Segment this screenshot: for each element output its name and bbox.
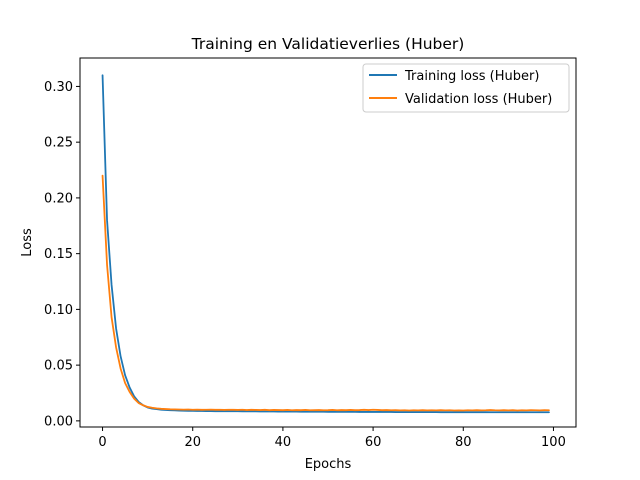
series-lines [101, 74, 550, 414]
x-tick-label: 80 [455, 435, 472, 450]
y-tick-label: 0.10 [44, 303, 73, 318]
y-tick-label: 0.05 [44, 359, 73, 374]
y-tick-label: 0.20 [44, 191, 73, 206]
y-tick-label: 0.15 [44, 247, 73, 262]
legend-label-validation: Validation loss (Huber) [405, 92, 552, 107]
series-line-validation-loss [101, 174, 550, 412]
x-tick-label: 20 [184, 435, 201, 450]
axes-frame [79, 57, 577, 428]
series-line-training-loss [101, 74, 550, 414]
y-axis-ticks: 0.00 0.05 0.10 0.15 0.20 0.25 0.30 [44, 80, 80, 429]
legend: Training loss (Huber) Validation loss (H… [362, 63, 570, 113]
x-tick-label: 60 [365, 435, 382, 450]
x-axis-label: Epochs [305, 457, 352, 472]
x-axis-ticks: 0 20 40 60 80 100 [98, 427, 566, 450]
legend-box [362, 63, 570, 113]
y-axis-label: Loss [20, 228, 35, 257]
y-tick-label: 0.30 [44, 80, 73, 95]
x-tick-label: 0 [98, 435, 106, 450]
y-tick-label: 0.25 [44, 136, 73, 151]
y-tick-label: 0.00 [44, 414, 73, 429]
chart-title: Training en Validatieverlies (Huber) [191, 35, 465, 53]
legend-label-training: Training loss (Huber) [404, 69, 539, 84]
x-tick-label: 40 [275, 435, 292, 450]
x-tick-label: 100 [541, 435, 566, 450]
